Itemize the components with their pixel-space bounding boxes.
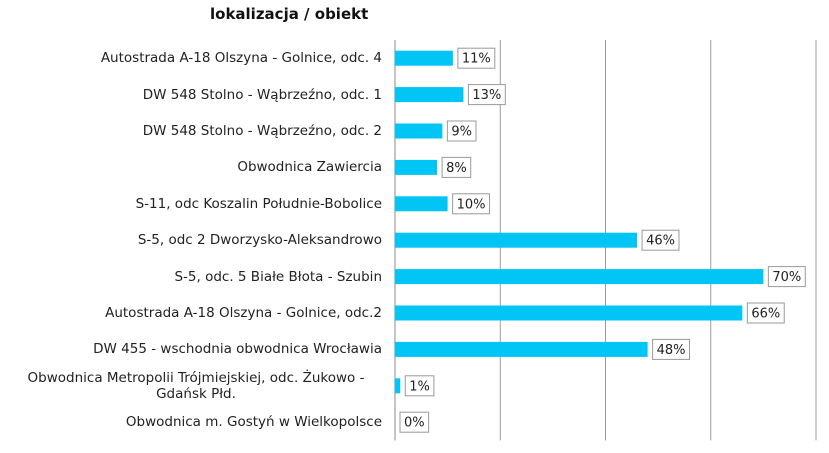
category-text: Autostrada A-18 Olszyna - Golnice, odc. … (100, 50, 382, 67)
data-label: 1% (409, 379, 430, 394)
data-label: 13% (472, 88, 501, 103)
category-text: Obwodnica m. Gostyń w Wielkopolsce (125, 414, 382, 431)
category-label: Autostrada A-18 Olszyna - Golnice, odc.2 (0, 293, 382, 333)
category-text: S-5, odc 2 Dworzysko-Aleksandrowo (137, 232, 382, 249)
data-label: 66% (751, 307, 780, 322)
category-text: S-11, odc Koszalin Południe-Bobolice (135, 195, 382, 212)
data-label-box (767, 266, 806, 288)
bar (395, 196, 448, 212)
category-text: Obwodnica Zawiercia (237, 159, 382, 176)
data-label-box (452, 193, 491, 215)
axis-title: lokalizacja / obiekt (210, 5, 369, 23)
category-label: DW 548 Stolno - Wąbrzeźno, odc. 2 (0, 111, 382, 151)
bar (395, 232, 638, 248)
category-label: Autostrada A-18 Olszyna - Golnice, odc. … (0, 38, 382, 78)
category-text: DW 548 Stolno - Wąbrzeźno, odc. 1 (142, 86, 382, 103)
data-label: 70% (772, 270, 801, 285)
data-label: 8% (446, 161, 467, 176)
category-text: Autostrada A-18 Olszyna - Golnice, odc.2 (105, 305, 382, 321)
category-text: DW 455 - wschodnia obwodnica Wrocławia (93, 341, 382, 358)
category-label: Obwodnica Zawiercia (0, 147, 382, 187)
data-label-box (404, 375, 435, 397)
category-label: S-11, odc Koszalin Południe-Bobolice (0, 184, 382, 224)
bar (395, 50, 453, 66)
bar (395, 159, 438, 175)
category-label: Obwodnica Metropolii Trójmiejskiej, odc.… (0, 366, 382, 406)
data-label: 0% (404, 416, 425, 431)
category-label: DW 548 Stolno - Wąbrzeźno, odc. 1 (0, 75, 382, 115)
data-label-box (441, 156, 472, 178)
category-text: S-5, odc. 5 Białe Błota - Szubin (174, 268, 382, 285)
data-label-box (399, 411, 430, 433)
data-label: 11% (462, 52, 491, 67)
data-label: 46% (646, 234, 675, 249)
data-label: 48% (657, 343, 686, 358)
bar (395, 378, 401, 394)
bar (395, 87, 464, 103)
category-label: S-5, odc. 5 Białe Błota - Szubin (0, 257, 382, 297)
data-label: 10% (457, 197, 486, 212)
category-label: Obwodnica m. Gostyń w Wielkopolsce (0, 402, 382, 442)
data-label-box (457, 47, 496, 69)
bar (395, 305, 743, 321)
category-label: DW 455 - wschodnia obwodnica Wrocławia (0, 329, 382, 369)
data-label: 9% (451, 125, 472, 140)
category-text: Obwodnica Metropolii Trójmiejskiej, odc.… (27, 369, 365, 402)
data-label-box (746, 302, 785, 324)
data-label-box (446, 120, 477, 142)
data-label-box (641, 229, 680, 251)
bar (395, 341, 648, 357)
category-label: S-5, odc 2 Dworzysko-Aleksandrowo (0, 220, 382, 260)
data-label-box (467, 84, 506, 106)
bar (395, 123, 443, 139)
category-text: DW 548 Stolno - Wąbrzeźno, odc. 2 (142, 123, 382, 139)
data-label-box (652, 338, 691, 360)
bar (395, 269, 764, 285)
